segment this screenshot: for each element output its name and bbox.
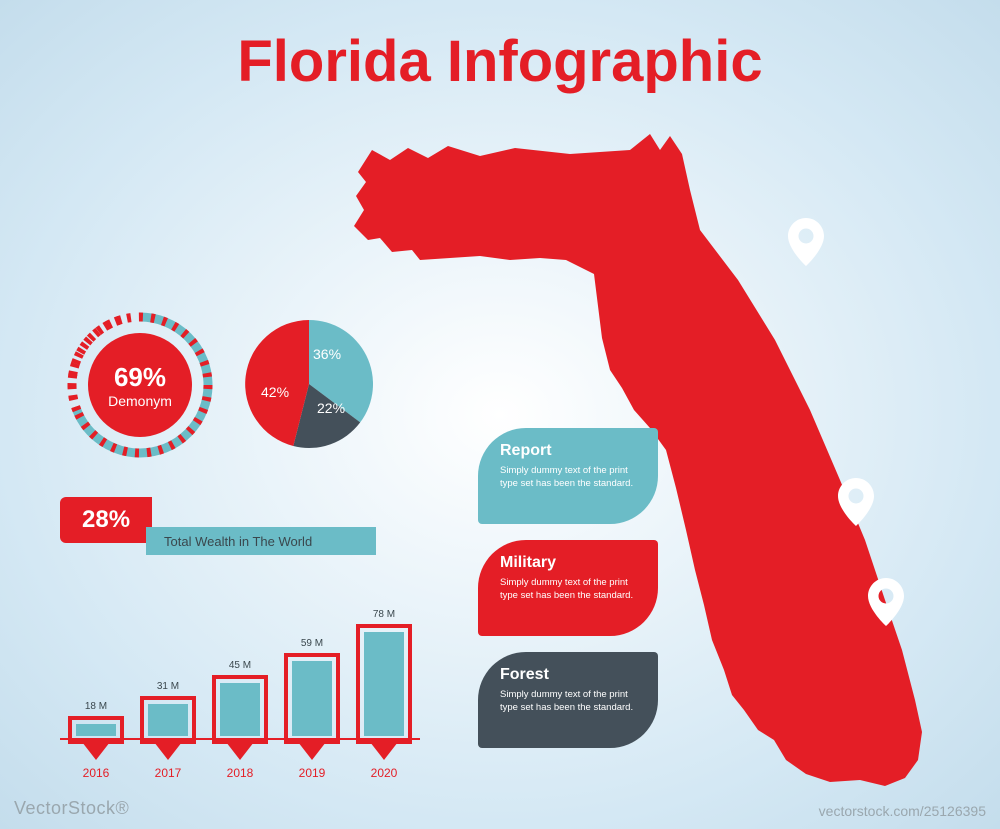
bar-group: 18 M 2016: [68, 701, 124, 780]
gauge-center: 69% Demonym: [88, 333, 192, 437]
watermark-right: vectorstock.com/25126395: [819, 803, 986, 819]
bar-pointer-icon: [298, 742, 326, 760]
bar-outer: [356, 624, 412, 744]
card-forest: Forest Simply dummy text of the print typ…: [478, 652, 658, 748]
bar-year-label: 2017: [140, 766, 196, 780]
bar-group: 31 M 2017: [140, 681, 196, 780]
card-body: Simply dummy text of the print type set …: [500, 465, 640, 491]
card-body: Simply dummy text of the print type set …: [500, 689, 640, 715]
bar-inner: [148, 704, 188, 736]
watermark-left: VectorStock®: [14, 798, 129, 819]
bar-outer: [140, 696, 196, 744]
bar-year-label: 2020: [356, 766, 412, 780]
bar-outer: [284, 653, 340, 744]
florida-map: [350, 110, 970, 790]
card-title: Military: [500, 554, 640, 572]
bar-value-label: 18 M: [68, 701, 124, 712]
page-title: Florida Infographic: [0, 28, 1000, 95]
bar-value-label: 59 M: [284, 638, 340, 649]
bar-value-label: 78 M: [356, 609, 412, 620]
bar-inner: [76, 724, 116, 736]
pie-label-3: 42%: [261, 384, 289, 400]
card-title: Forest: [500, 666, 640, 684]
bar-group: 45 M 2018: [212, 660, 268, 780]
gauge-caption: Demonym: [108, 393, 172, 409]
wealth-percent: 28%: [60, 497, 152, 543]
bar-year-label: 2019: [284, 766, 340, 780]
bar-pointer-icon: [226, 742, 254, 760]
card-body: Simply dummy text of the print type set …: [500, 577, 640, 603]
bar-value-label: 31 M: [140, 681, 196, 692]
card-title: Report: [500, 442, 640, 460]
card-report: Report Simply dummy text of the print typ…: [478, 428, 658, 524]
map-pin-icon: [788, 218, 824, 266]
bar-inner: [220, 683, 260, 736]
pie-label-2: 22%: [317, 400, 345, 416]
bar-year-label: 2016: [68, 766, 124, 780]
bar-group: 59 M 2019: [284, 638, 340, 780]
bar-pointer-icon: [154, 742, 182, 760]
bar-chart: 18 M 2016 31 M 2017 45 M 2018 59 M 2019 78 M 2020: [60, 580, 420, 780]
bar-pointer-icon: [82, 742, 110, 760]
wealth-row: 28% Total Wealth in The World: [60, 497, 376, 555]
bar-outer: [68, 716, 124, 744]
map-pin-icon: [868, 578, 904, 626]
bar-pointer-icon: [370, 742, 398, 760]
card-military: Military Simply dummy text of the print t…: [478, 540, 658, 636]
bar-year-label: 2018: [212, 766, 268, 780]
wealth-bar: Total Wealth in The World: [146, 527, 376, 555]
gauge-percent: 69%: [114, 362, 166, 393]
bar-group: 78 M 2020: [356, 609, 412, 780]
pie-label-1: 36%: [313, 346, 341, 362]
bar-outer: [212, 675, 268, 744]
gauge-chart: 69% Demonym: [60, 305, 220, 465]
bar-inner: [364, 632, 404, 736]
bar-inner: [292, 661, 332, 736]
map-pin-icon: [838, 478, 874, 526]
bar-value-label: 45 M: [212, 660, 268, 671]
pie-chart: 36% 22% 42%: [245, 320, 373, 448]
